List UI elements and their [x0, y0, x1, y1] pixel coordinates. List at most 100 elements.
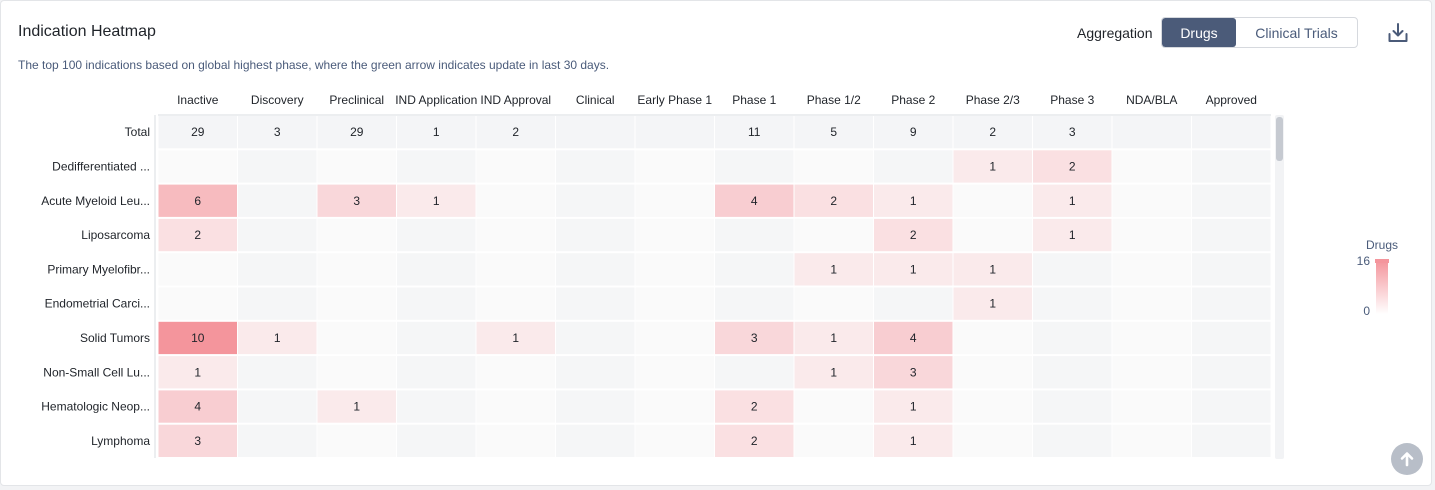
cell-value: 1	[989, 159, 996, 173]
heatmap-cell	[238, 185, 317, 217]
cell-value: 9	[910, 125, 917, 139]
cell-value: 2	[830, 194, 837, 208]
heatmap-cell	[795, 150, 874, 182]
cell-value: 1	[353, 400, 360, 414]
cell-value: 4	[751, 194, 758, 208]
cell-value: 2	[751, 434, 758, 448]
cell-value: 1	[1069, 194, 1076, 208]
heatmap-cell	[874, 288, 953, 320]
column-header: NDA/BLA	[1126, 93, 1177, 107]
heatmap-cell	[1033, 425, 1112, 457]
cell-value: 3	[1069, 125, 1076, 139]
heatmap-cell	[795, 425, 874, 457]
heatmap-cell	[1113, 288, 1192, 320]
heatmap-cell	[318, 253, 397, 285]
heatmap-cell	[477, 390, 556, 422]
cell-value: 1	[512, 331, 519, 345]
cell-value: 2	[194, 228, 201, 242]
cell-value: 3	[910, 365, 917, 379]
download-icon[interactable]	[1385, 20, 1411, 46]
heatmap-cell	[636, 288, 715, 320]
column-header: Early Phase 1	[637, 93, 712, 107]
heatmap-cell	[1192, 288, 1271, 320]
cell-value: 1	[910, 262, 917, 276]
cell-value: 2	[1069, 159, 1076, 173]
heatmap-cell	[477, 219, 556, 251]
heatmap-cell	[636, 219, 715, 251]
heatmap-cell	[238, 253, 317, 285]
heatmap-cell	[238, 219, 317, 251]
heatmap-cell	[715, 253, 794, 285]
heatmap-cell	[1192, 390, 1271, 422]
heatmap-cell	[1113, 219, 1192, 251]
heatmap-cell	[477, 425, 556, 457]
heatmap-cell	[397, 253, 476, 285]
column-header: Phase 3	[1050, 93, 1094, 107]
cell-value: 10	[191, 331, 205, 345]
cell-value: 3	[194, 434, 201, 448]
heatmap-scrollbar-track[interactable]	[1275, 115, 1284, 459]
column-header: Discovery	[251, 93, 304, 107]
heatmap-cell	[238, 390, 317, 422]
aggregation-toggle: Drugs Clinical Trials	[1161, 17, 1358, 48]
cell-value: 1	[830, 331, 837, 345]
heatmap-cell	[238, 425, 317, 457]
heatmap-cell	[1033, 390, 1112, 422]
heatmap-cell	[715, 219, 794, 251]
row-label: Non-Small Cell Lu...	[43, 365, 150, 379]
heatmap-cell	[556, 288, 635, 320]
heatmap-scrollbar-thumb[interactable]	[1276, 117, 1283, 161]
heatmap-cell	[318, 219, 397, 251]
heatmap-cell	[556, 150, 635, 182]
column-header: Phase 1/2	[807, 93, 861, 107]
column-header: Inactive	[177, 93, 219, 107]
heatmap-cell	[636, 356, 715, 388]
heatmap-cell	[397, 390, 476, 422]
heatmap-cell	[715, 288, 794, 320]
heatmap-cell	[954, 185, 1033, 217]
cell-value: 2	[751, 400, 758, 414]
heatmap-cell	[1033, 288, 1112, 320]
aggregation-clinical-trials-button[interactable]: Clinical Trials	[1236, 18, 1357, 47]
heatmap-cell	[477, 288, 556, 320]
cell-value: 2	[989, 125, 996, 139]
heatmap-cell	[1192, 322, 1271, 354]
cell-value: 1	[910, 400, 917, 414]
heatmap-cell	[1113, 150, 1192, 182]
heatmap-cell	[1113, 185, 1192, 217]
heatmap-cell	[874, 150, 953, 182]
heatmap-cell	[795, 390, 874, 422]
heatmap-cell	[1113, 356, 1192, 388]
cell-value: 29	[350, 125, 364, 139]
arrow-up-circle-icon[interactable]	[1391, 443, 1423, 475]
heatmap-cell	[715, 356, 794, 388]
heatmap-cell	[1192, 219, 1271, 251]
cell-value: 29	[191, 125, 205, 139]
heatmap-cell	[1192, 356, 1271, 388]
heatmap-chart: InactiveDiscoveryPreclinicalIND Applicat…	[1, 81, 1301, 461]
cell-value: 3	[751, 331, 758, 345]
heatmap-cell	[636, 150, 715, 182]
heatmap-cell	[1113, 425, 1192, 457]
heatmap-cell	[1033, 356, 1112, 388]
heatmap-cell	[318, 356, 397, 388]
cell-value: 1	[910, 194, 917, 208]
cell-value: 5	[830, 125, 837, 139]
cell-value: 1	[989, 297, 996, 311]
aggregation-drugs-button[interactable]: Drugs	[1162, 18, 1236, 47]
row-label: Dedifferentiated ...	[52, 159, 150, 173]
heatmap-cell	[477, 150, 556, 182]
heatmap-cell	[1192, 185, 1271, 217]
heatmap-cell	[318, 322, 397, 354]
heatmap-cell	[238, 288, 317, 320]
heatmap-cell	[636, 185, 715, 217]
heatmap-cell	[556, 390, 635, 422]
heatmap-cell	[954, 356, 1033, 388]
heatmap-cell	[556, 425, 635, 457]
heatmap-cell	[318, 150, 397, 182]
heatmap-cell	[318, 425, 397, 457]
row-label: Acute Myeloid Leu...	[41, 194, 150, 208]
row-label: Hematologic Neop...	[41, 400, 150, 414]
heatmap-cell	[636, 390, 715, 422]
